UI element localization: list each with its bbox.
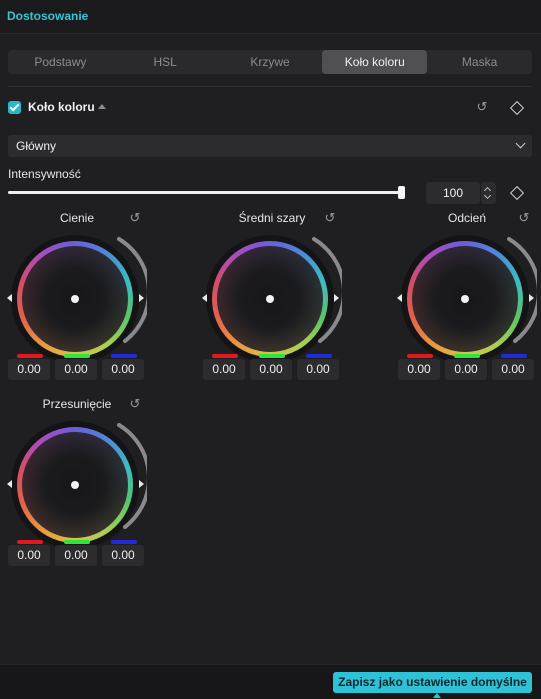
red-value-input[interactable]: 0.00 — [8, 359, 50, 380]
red-bar — [407, 354, 433, 358]
blue-bar — [111, 540, 137, 544]
color-wheel-cienie: Cienie ↺ 0.00 0.00 0.00 — [7, 211, 147, 381]
red-bar — [17, 540, 43, 544]
channel-bars — [7, 354, 147, 358]
intensity-label: Intensywność — [8, 167, 81, 181]
color-wheel-sredni-szary: Średni szary ↺ 0.00 0.00 0.00 — [202, 211, 342, 381]
wheel-area[interactable] — [7, 417, 147, 549]
tab-krzywe[interactable]: Krzywe — [250, 55, 290, 69]
mode-dropdown[interactable]: Główny — [8, 135, 532, 157]
wheel-center-handle[interactable] — [461, 295, 469, 303]
green-value-input[interactable]: 0.00 — [445, 359, 487, 380]
intensity-stepper[interactable] — [481, 182, 496, 204]
wheel-label: Cienie — [59, 211, 95, 225]
luminance-arc[interactable] — [397, 231, 537, 371]
enable-checkbox[interactable] — [8, 101, 21, 114]
divider — [8, 86, 532, 87]
mode-dropdown-value: Główny — [16, 139, 57, 153]
green-bar — [64, 540, 90, 544]
arrow-left-icon — [202, 294, 207, 302]
red-value-input[interactable]: 0.00 — [203, 359, 245, 380]
wheel-reset-icon[interactable]: ↺ — [518, 210, 530, 225]
channel-values: 0.00 0.00 0.00 — [202, 359, 342, 381]
wheel-center-handle[interactable] — [266, 295, 274, 303]
tab-bar: Podstawy HSL Krzywe Koło koloru Maska — [8, 50, 532, 74]
channel-values: 0.00 0.00 0.00 — [397, 359, 537, 381]
blue-value-input[interactable]: 0.00 — [102, 359, 144, 380]
wheel-label: Średni szary — [238, 211, 306, 225]
luminance-arc[interactable] — [202, 231, 342, 371]
green-value-input[interactable]: 0.00 — [55, 359, 97, 380]
wheel-area[interactable] — [397, 231, 537, 363]
tab-hsl[interactable]: HSL — [153, 55, 177, 69]
wheel-label: Odcień — [447, 211, 487, 225]
stepper-down-icon[interactable] — [483, 191, 492, 200]
green-value-input[interactable]: 0.00 — [250, 359, 292, 380]
save-caret-icon — [433, 693, 441, 698]
arrow-left-icon — [397, 294, 402, 302]
blue-value-input[interactable]: 0.00 — [102, 545, 144, 566]
channel-values: 0.00 0.00 0.00 — [7, 545, 147, 567]
channel-bars — [202, 354, 342, 358]
luminance-arc[interactable] — [7, 417, 147, 557]
section-title: Koło koloru — [28, 100, 95, 114]
blue-bar — [501, 354, 527, 358]
wheel-center-handle[interactable] — [71, 481, 79, 489]
intensity-slider-thumb[interactable] — [398, 186, 405, 199]
red-bar — [17, 354, 43, 358]
arrow-right-icon — [334, 294, 339, 302]
section-header: Koło koloru ↺ — [8, 98, 532, 118]
blue-value-input[interactable]: 0.00 — [297, 359, 339, 380]
channel-values: 0.00 0.00 0.00 — [7, 359, 147, 381]
wheel-reset-icon[interactable]: ↺ — [129, 396, 141, 411]
green-bar — [454, 354, 480, 358]
reset-icon[interactable]: ↺ — [476, 99, 488, 114]
luminance-arc[interactable] — [7, 231, 147, 371]
blue-bar — [111, 354, 137, 358]
arrow-left-icon — [7, 294, 12, 302]
save-as-default-button[interactable]: Zapisz jako ustawienie domyślne — [333, 672, 532, 693]
arrow-right-icon — [139, 480, 144, 488]
red-bar — [212, 354, 238, 358]
tab-kolo-koloru[interactable]: Koło koloru — [322, 50, 428, 74]
collapse-caret-icon[interactable] — [98, 104, 106, 109]
red-value-input[interactable]: 0.00 — [8, 545, 50, 566]
intensity-slider-track[interactable] — [8, 191, 404, 194]
channel-bars — [397, 354, 537, 358]
wheel-area[interactable] — [7, 231, 147, 363]
wheel-area[interactable] — [202, 231, 342, 363]
green-bar — [64, 354, 90, 358]
arrow-left-icon — [7, 480, 12, 488]
arrow-right-icon — [529, 294, 534, 302]
panel-title: Dostosowanie — [7, 9, 89, 23]
keyframe-diamond-icon[interactable] — [509, 100, 525, 116]
wheel-center-handle[interactable] — [71, 295, 79, 303]
green-value-input[interactable]: 0.00 — [55, 545, 97, 566]
intensity-keyframe-diamond-icon[interactable] — [509, 185, 525, 201]
intensity-input[interactable]: 100 — [426, 182, 480, 204]
wheel-reset-icon[interactable]: ↺ — [324, 210, 336, 225]
channel-bars — [7, 540, 147, 544]
red-value-input[interactable]: 0.00 — [398, 359, 440, 380]
color-wheel-odcien: Odcień ↺ 0.00 0.00 0.00 — [397, 211, 537, 381]
tab-podstawy[interactable]: Podstawy — [34, 55, 87, 69]
tab-maska[interactable]: Maska — [461, 55, 498, 69]
wheel-label: Przesunięcie — [42, 397, 112, 411]
blue-value-input[interactable]: 0.00 — [492, 359, 534, 380]
panel-header: Dostosowanie — [0, 0, 541, 34]
blue-bar — [306, 354, 332, 358]
arrow-right-icon — [139, 294, 144, 302]
color-wheel-przesuniecie: Przesunięcie ↺ 0.00 0.00 0.00 — [7, 397, 147, 567]
chevron-down-icon — [515, 138, 526, 149]
green-bar — [259, 354, 285, 358]
wheel-reset-icon[interactable]: ↺ — [129, 210, 141, 225]
